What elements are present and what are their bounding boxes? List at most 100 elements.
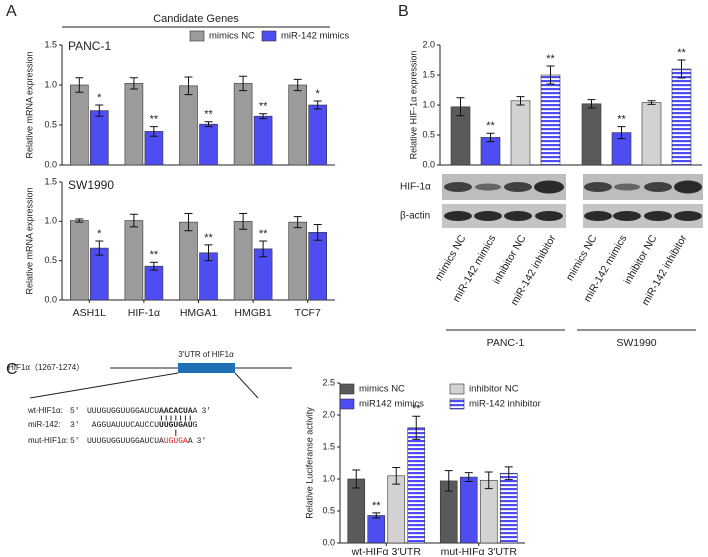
seq-part: A xyxy=(193,407,198,416)
error-bar xyxy=(352,469,361,489)
y-tick-label: 1.0 xyxy=(322,473,335,483)
bar xyxy=(387,475,406,544)
significance: ** xyxy=(486,120,495,132)
significance: ** xyxy=(259,228,268,240)
band xyxy=(444,182,472,192)
error-bar xyxy=(259,240,268,258)
significance: ** xyxy=(150,114,159,126)
band xyxy=(535,211,563,221)
y-tick-label: 1.0 xyxy=(422,99,435,109)
error-bar xyxy=(392,466,401,485)
bar xyxy=(253,115,273,166)
utr-box xyxy=(178,363,235,373)
y-tick-label: 0.5 xyxy=(422,129,435,139)
x-tick-label: wt-HIFα 3'UTR xyxy=(351,546,422,557)
legend-label: mimics NC xyxy=(209,31,255,42)
bar xyxy=(233,83,253,166)
bar xyxy=(308,104,328,166)
error-bar xyxy=(456,97,465,117)
header: Candidate Genes xyxy=(153,13,239,25)
band xyxy=(674,180,702,194)
seq-part: A xyxy=(188,437,193,446)
seq-end: 5' xyxy=(70,437,80,446)
legend-swatch xyxy=(189,30,205,42)
y-tick-label: 1.0 xyxy=(44,79,57,89)
blot-label: β-actin xyxy=(400,211,430,222)
y-tick-label: 0.0 xyxy=(422,159,435,169)
significance: ** xyxy=(617,114,626,126)
error-bar xyxy=(412,415,421,440)
seq-name: miR-142: xyxy=(28,420,60,429)
legend-label: miR-142 inhibitor xyxy=(469,399,541,410)
seq-end: 3' xyxy=(70,421,80,430)
bar xyxy=(70,220,89,301)
chart-title: PANC-1 xyxy=(68,39,111,53)
bar xyxy=(144,265,164,301)
y-tick-label: 0.0 xyxy=(322,537,335,547)
zoom-line xyxy=(234,372,259,399)
significance: * xyxy=(97,92,102,104)
y-axis-label: Relative mRNA expression xyxy=(24,51,34,158)
band xyxy=(584,211,612,221)
error-bar xyxy=(95,104,104,117)
seq-site: UUGUGAU xyxy=(159,421,193,430)
band xyxy=(644,182,672,192)
blot: HIF-1α β-actin xyxy=(400,174,703,228)
y-tick-label: 1.5 xyxy=(44,39,57,49)
y-axis-label: Relative Luciferanse activity xyxy=(304,407,314,519)
error-bar xyxy=(372,512,381,519)
significance: ** xyxy=(150,249,159,261)
y-tick-label: 2.0 xyxy=(422,39,435,49)
legend-label: inhibitor NC xyxy=(469,384,519,395)
bar xyxy=(124,83,144,166)
panel-label: A xyxy=(6,3,17,20)
seq-part: UUUGUGGUUGGAUCU xyxy=(87,407,159,416)
y-tick-label: 2.0 xyxy=(322,409,335,419)
error-bar xyxy=(149,261,158,271)
legend-swatch xyxy=(449,383,465,395)
error-bar xyxy=(516,96,525,106)
significance: ** xyxy=(546,53,555,65)
bar xyxy=(70,84,89,166)
band xyxy=(504,211,532,221)
gene-label: HIF1α（1267-1274） xyxy=(8,363,84,372)
seq-name: wt-HIF1α: xyxy=(27,406,63,415)
seq-end: 3' xyxy=(201,407,211,416)
x-tick-label: HMGA1 xyxy=(180,307,218,319)
bar xyxy=(347,478,366,544)
seq-name: mut-HIF1α: xyxy=(28,436,68,445)
error-bar xyxy=(259,113,268,120)
significance: ** xyxy=(677,47,686,59)
y-tick-label: 0.0 xyxy=(44,159,57,169)
bar xyxy=(540,74,561,166)
bar xyxy=(90,247,109,301)
bar xyxy=(308,232,328,301)
significance: ** xyxy=(372,500,381,512)
base-pairs xyxy=(160,415,191,436)
y-tick-label: 0.5 xyxy=(44,119,57,129)
bar xyxy=(199,123,218,166)
band xyxy=(613,211,641,221)
significance: * xyxy=(316,88,321,100)
bar xyxy=(179,85,198,166)
sequence: UUUGUGGUUGGAUCUAUGUGAA 3' xyxy=(87,437,206,446)
seq-site: AACACUA xyxy=(159,407,193,416)
x-tick-label: SW1990 xyxy=(616,337,656,349)
legend-label: mimics NC xyxy=(359,384,405,395)
chart-title: SW1990 xyxy=(68,178,114,192)
error-bar xyxy=(484,471,493,490)
bar xyxy=(510,100,531,166)
bar xyxy=(288,221,308,301)
y-tick-label: 1.0 xyxy=(44,216,57,226)
blot-label: HIF-1α xyxy=(400,182,431,193)
y-tick-label: 1.5 xyxy=(322,441,335,451)
error-bar xyxy=(129,77,138,90)
band xyxy=(504,182,532,192)
error-bar xyxy=(464,472,473,483)
x-tick-label: HIF-1α xyxy=(128,307,160,319)
error-bar xyxy=(239,212,248,230)
bar xyxy=(581,103,602,166)
band xyxy=(534,180,564,194)
error-bar xyxy=(239,75,248,92)
